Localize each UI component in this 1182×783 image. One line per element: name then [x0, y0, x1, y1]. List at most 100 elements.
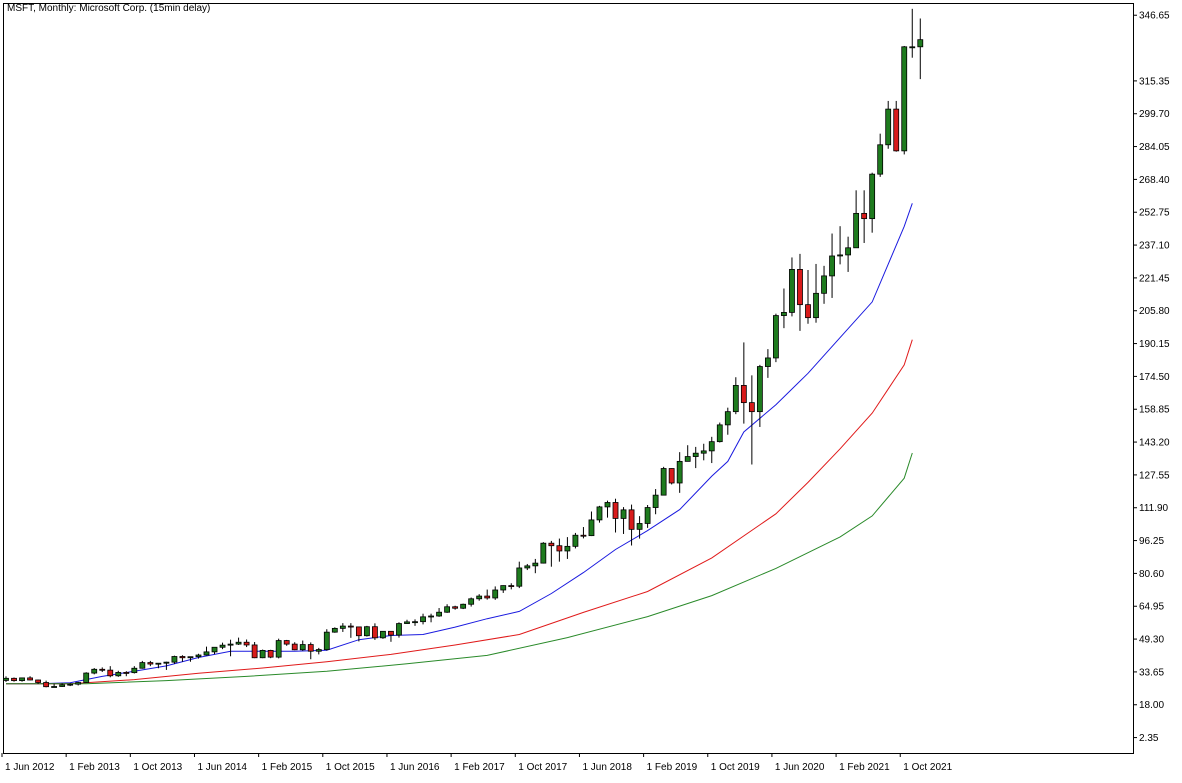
- candle-body: [917, 39, 924, 48]
- candle-body: [339, 625, 346, 629]
- candle-body: [853, 212, 860, 249]
- candle: [508, 583, 515, 590]
- candle: [275, 638, 282, 659]
- candle: [476, 594, 483, 601]
- candle: [789, 257, 795, 317]
- candle: [251, 642, 258, 659]
- y-tick-label: 237.10: [1139, 241, 1170, 252]
- candle-body: [115, 672, 122, 677]
- candle: [716, 422, 723, 443]
- candle-body: [765, 357, 771, 367]
- candle-body: [548, 542, 555, 547]
- candle: [291, 642, 298, 651]
- candle-body: [668, 468, 675, 484]
- candle: [805, 270, 811, 324]
- candle: [660, 466, 667, 496]
- y-tick-label: 205.80: [1139, 306, 1170, 317]
- candle: [428, 613, 434, 623]
- candle: [708, 436, 715, 464]
- candle: [179, 655, 186, 662]
- candle: [259, 649, 266, 659]
- candle: [131, 666, 138, 674]
- candle-body: [500, 585, 507, 591]
- candle: [460, 603, 467, 610]
- candle: [363, 625, 370, 637]
- candle: [676, 452, 683, 493]
- candle-body: [283, 640, 290, 645]
- candle-body: [267, 650, 274, 658]
- candle: [99, 667, 106, 673]
- candle: [83, 672, 90, 683]
- candle-body: [508, 585, 515, 587]
- candle: [388, 630, 394, 642]
- x-axis: 1 Jun 2012 1 Feb 2013 1 Oct 2013 1 Jun 2014…: [1, 753, 953, 773]
- candle-body: [315, 649, 322, 652]
- candle-body: [612, 502, 619, 519]
- candle-body: [580, 534, 587, 537]
- candle-body: [347, 625, 354, 628]
- candle-body: [75, 682, 82, 685]
- candle: [516, 561, 523, 589]
- candle: [773, 313, 779, 363]
- candle-body: [540, 542, 547, 564]
- candle: [580, 527, 587, 539]
- candle-body: [187, 656, 194, 659]
- y-tick-label: 299.70: [1139, 109, 1170, 120]
- candle-body: [869, 173, 876, 220]
- candle-body: [829, 255, 835, 277]
- candle: [35, 679, 41, 684]
- candle: [323, 629, 330, 651]
- candle-body: [275, 640, 282, 658]
- candle: [267, 649, 274, 659]
- candle-body: [372, 626, 378, 639]
- candle-body: [51, 686, 58, 688]
- candle: [67, 683, 74, 687]
- candle: [347, 623, 354, 638]
- candle-body: [235, 641, 242, 645]
- candle-body: [251, 644, 258, 659]
- candle-body: [323, 631, 330, 650]
- candle: [756, 364, 763, 427]
- candle: [91, 668, 98, 675]
- candle-body: [388, 630, 394, 636]
- candle-body: [147, 662, 154, 665]
- candle-body: [789, 269, 795, 313]
- candle: [339, 623, 346, 632]
- candle-body: [652, 494, 659, 508]
- candle-body: [43, 682, 49, 688]
- candle: [396, 622, 402, 638]
- candle-body: [909, 46, 916, 49]
- candle-body: [11, 677, 17, 682]
- candle: [644, 505, 651, 528]
- candle-body: [837, 254, 843, 257]
- candle: [901, 45, 908, 155]
- candle: [797, 253, 803, 331]
- candle: [107, 666, 114, 678]
- candle-body: [139, 662, 146, 669]
- candle: [404, 619, 410, 624]
- x-tick-label: 1 Oct 2021: [903, 762, 952, 773]
- candle: [588, 511, 595, 537]
- y-tick-label: 49.30: [1139, 635, 1164, 646]
- candle-body: [355, 626, 362, 637]
- candle-body: [131, 667, 138, 674]
- candle-body: [556, 545, 563, 552]
- candle: [869, 172, 876, 233]
- candle-body: [524, 565, 531, 569]
- candle: [628, 504, 635, 546]
- candle-body: [3, 677, 9, 681]
- candle-body: [676, 460, 683, 484]
- candle: [59, 683, 66, 687]
- candle-body: [331, 627, 338, 633]
- chart-title: MSFT, Monthly: Microsoft Corp. (15min de…: [7, 3, 211, 14]
- candle-body: [436, 611, 442, 617]
- y-tick-label: 268.40: [1139, 175, 1170, 186]
- candle: [283, 639, 290, 646]
- candle: [307, 642, 314, 660]
- candle: [315, 647, 322, 655]
- candle: [235, 637, 242, 645]
- candle: [171, 655, 178, 664]
- candle-body: [516, 567, 523, 587]
- candle-body: [363, 626, 370, 637]
- candle: [765, 349, 771, 378]
